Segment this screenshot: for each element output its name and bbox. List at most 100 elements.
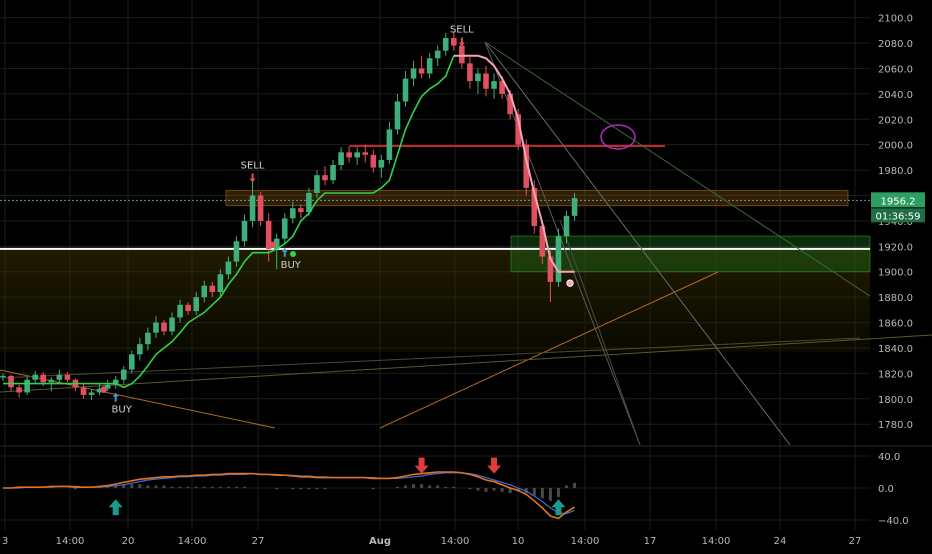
candle-body-19	[153, 322, 159, 333]
x-tick-label-8: 14:00	[571, 536, 600, 547]
signal-label-sell-3: SELL	[450, 24, 474, 35]
candle-body-43	[346, 152, 352, 158]
candle-body-14	[112, 379, 119, 385]
candle-body-67	[539, 226, 546, 257]
long-fade-zone	[0, 248, 870, 352]
candle-body-40	[322, 175, 328, 181]
candle-body-58	[467, 63, 473, 82]
candle-body-59	[475, 73, 481, 82]
y-tick-label-11: 1880.0	[878, 293, 913, 304]
candle-body-50	[402, 78, 409, 102]
y-tick-label-4: 2020.0	[878, 115, 913, 126]
hist-bar-68	[548, 488, 552, 501]
candle-body-11	[88, 392, 95, 395]
y-tick-label-15: 1800.0	[878, 395, 913, 406]
fan-line-4	[559, 219, 641, 446]
candle-body-71	[571, 198, 578, 216]
candle-body-32	[257, 195, 264, 221]
signal-line	[3, 472, 575, 515]
hist-bar-34	[275, 488, 279, 490]
candle-body-33	[265, 220, 272, 249]
hist-bar-27	[218, 486, 222, 488]
countdown-label: 01:36:59	[876, 211, 921, 222]
price-tag-box	[871, 192, 925, 208]
hist-bar-67	[540, 488, 544, 499]
candle-body-53	[426, 58, 433, 74]
candle-body-2	[16, 387, 22, 393]
candle-body-31	[249, 195, 256, 221]
candle-body-57	[459, 45, 465, 64]
hist-bar-52	[420, 484, 424, 488]
hist-bar-62	[500, 488, 504, 492]
candle-body-44	[354, 152, 360, 158]
hist-bar-69	[556, 488, 560, 497]
signals: BUY SELL BUY SELL	[100, 24, 574, 416]
x-tick-label-6: 14:00	[441, 536, 470, 547]
hist-bar-13	[106, 486, 110, 488]
fan-line-1	[484, 41, 791, 446]
signal-label-buy-2: BUY	[281, 260, 302, 271]
y-tick-label-5: 2000.0	[878, 141, 913, 152]
y-tick-label-2: 2060.0	[878, 64, 913, 75]
price-tag-label: 1956.2	[881, 196, 916, 207]
hist-bar-58	[468, 488, 472, 490]
candle-body-52	[418, 68, 425, 74]
trend-line-3	[0, 334, 932, 393]
hist-bar-39	[315, 488, 319, 490]
hist-bar-23	[186, 486, 190, 488]
y-tick-label-6: 1980.0	[878, 166, 913, 177]
hist-bar-54	[436, 485, 440, 488]
trail-dot-green	[290, 250, 296, 257]
candle-body-35	[281, 218, 288, 239]
candle-body-69	[555, 236, 562, 282]
candle-body-7	[56, 374, 63, 380]
candle-body-4	[32, 374, 38, 380]
hist-bar-29	[234, 486, 238, 488]
hist-bar-22	[178, 486, 182, 488]
drawings	[0, 41, 932, 446]
y-tick-label-13: 1840.0	[878, 344, 913, 355]
ind-sell-arrow-0	[414, 457, 429, 474]
candle-body-27	[217, 274, 224, 293]
candle-body-45	[362, 152, 369, 155]
y-tick-label-0: 2100.0	[878, 14, 913, 25]
candle-body-66	[531, 187, 538, 226]
ind-tick-label-2: −40.0	[878, 516, 909, 527]
hist-bar-18	[146, 485, 150, 488]
y-tick-label-14: 1820.0	[878, 369, 913, 380]
candle-body-68	[547, 256, 554, 282]
macd-line	[3, 471, 576, 520]
candle-body-16	[129, 354, 135, 370]
x-tick-label-5: Aug	[369, 536, 391, 547]
hist-bar-66	[532, 488, 536, 496]
candle-body-13	[104, 384, 111, 389]
candle-body-6	[48, 379, 55, 383]
candle-body-41	[330, 165, 336, 181]
candle-body-55	[442, 37, 449, 51]
signal-arrow-sell-1	[249, 173, 256, 183]
candles[interactable]	[0, 31, 578, 401]
trail-dot-pink	[566, 279, 574, 287]
x-tick-label-12: 27	[849, 536, 862, 547]
hist-bar-40	[323, 488, 327, 490]
x-tick-label-2: 20	[122, 536, 135, 547]
candle-body-28	[225, 261, 232, 275]
hist-bar-46	[371, 488, 375, 490]
hist-bar-24	[194, 486, 198, 488]
candle-body-20	[161, 322, 167, 332]
y-tick-label-9: 1920.0	[878, 242, 913, 253]
x-tick-label-3: 14:00	[178, 536, 207, 547]
candle-body-65	[523, 144, 530, 188]
y-tick-label-16: 1780.0	[878, 420, 913, 431]
hist-bar-53	[428, 485, 432, 488]
candle-body-22	[177, 304, 183, 318]
x-tick-label-10: 14:00	[702, 536, 731, 547]
hist-bar-50	[404, 485, 407, 488]
trail-line-up	[3, 55, 455, 389]
candle-body-54	[434, 50, 441, 59]
y-tick-label-10: 1900.0	[878, 268, 913, 279]
trend-line-2	[379, 271, 719, 429]
hist-bar-28	[226, 486, 230, 488]
